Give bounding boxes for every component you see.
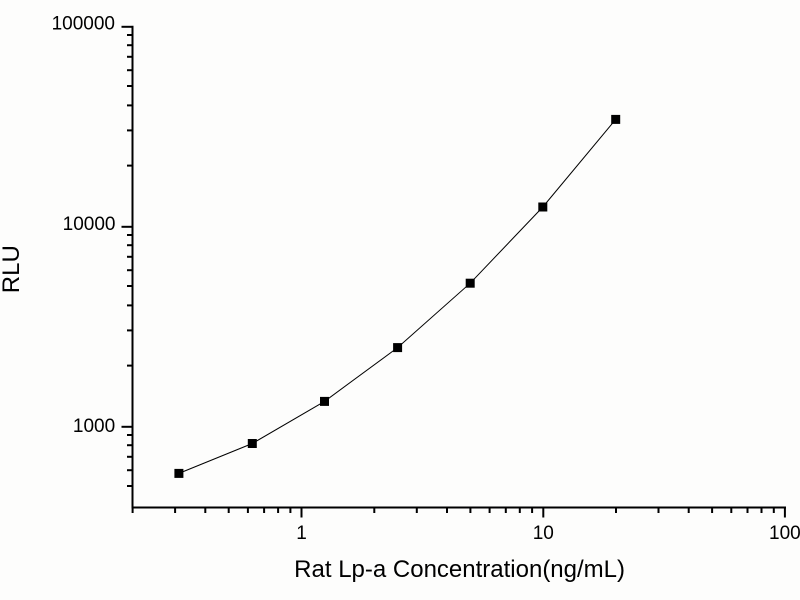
svg-text:1: 1 [296, 523, 307, 544]
svg-text:10: 10 [533, 523, 554, 544]
svg-text:1000: 1000 [73, 416, 115, 437]
svg-text:RLU: RLU [0, 245, 25, 293]
svg-text:10000: 10000 [63, 214, 116, 235]
svg-text:100000: 100000 [52, 14, 115, 35]
svg-text:Rat Lp-a Concentration(ng/mL): Rat Lp-a Concentration(ng/mL) [294, 556, 625, 583]
svg-text:100: 100 [769, 523, 800, 544]
